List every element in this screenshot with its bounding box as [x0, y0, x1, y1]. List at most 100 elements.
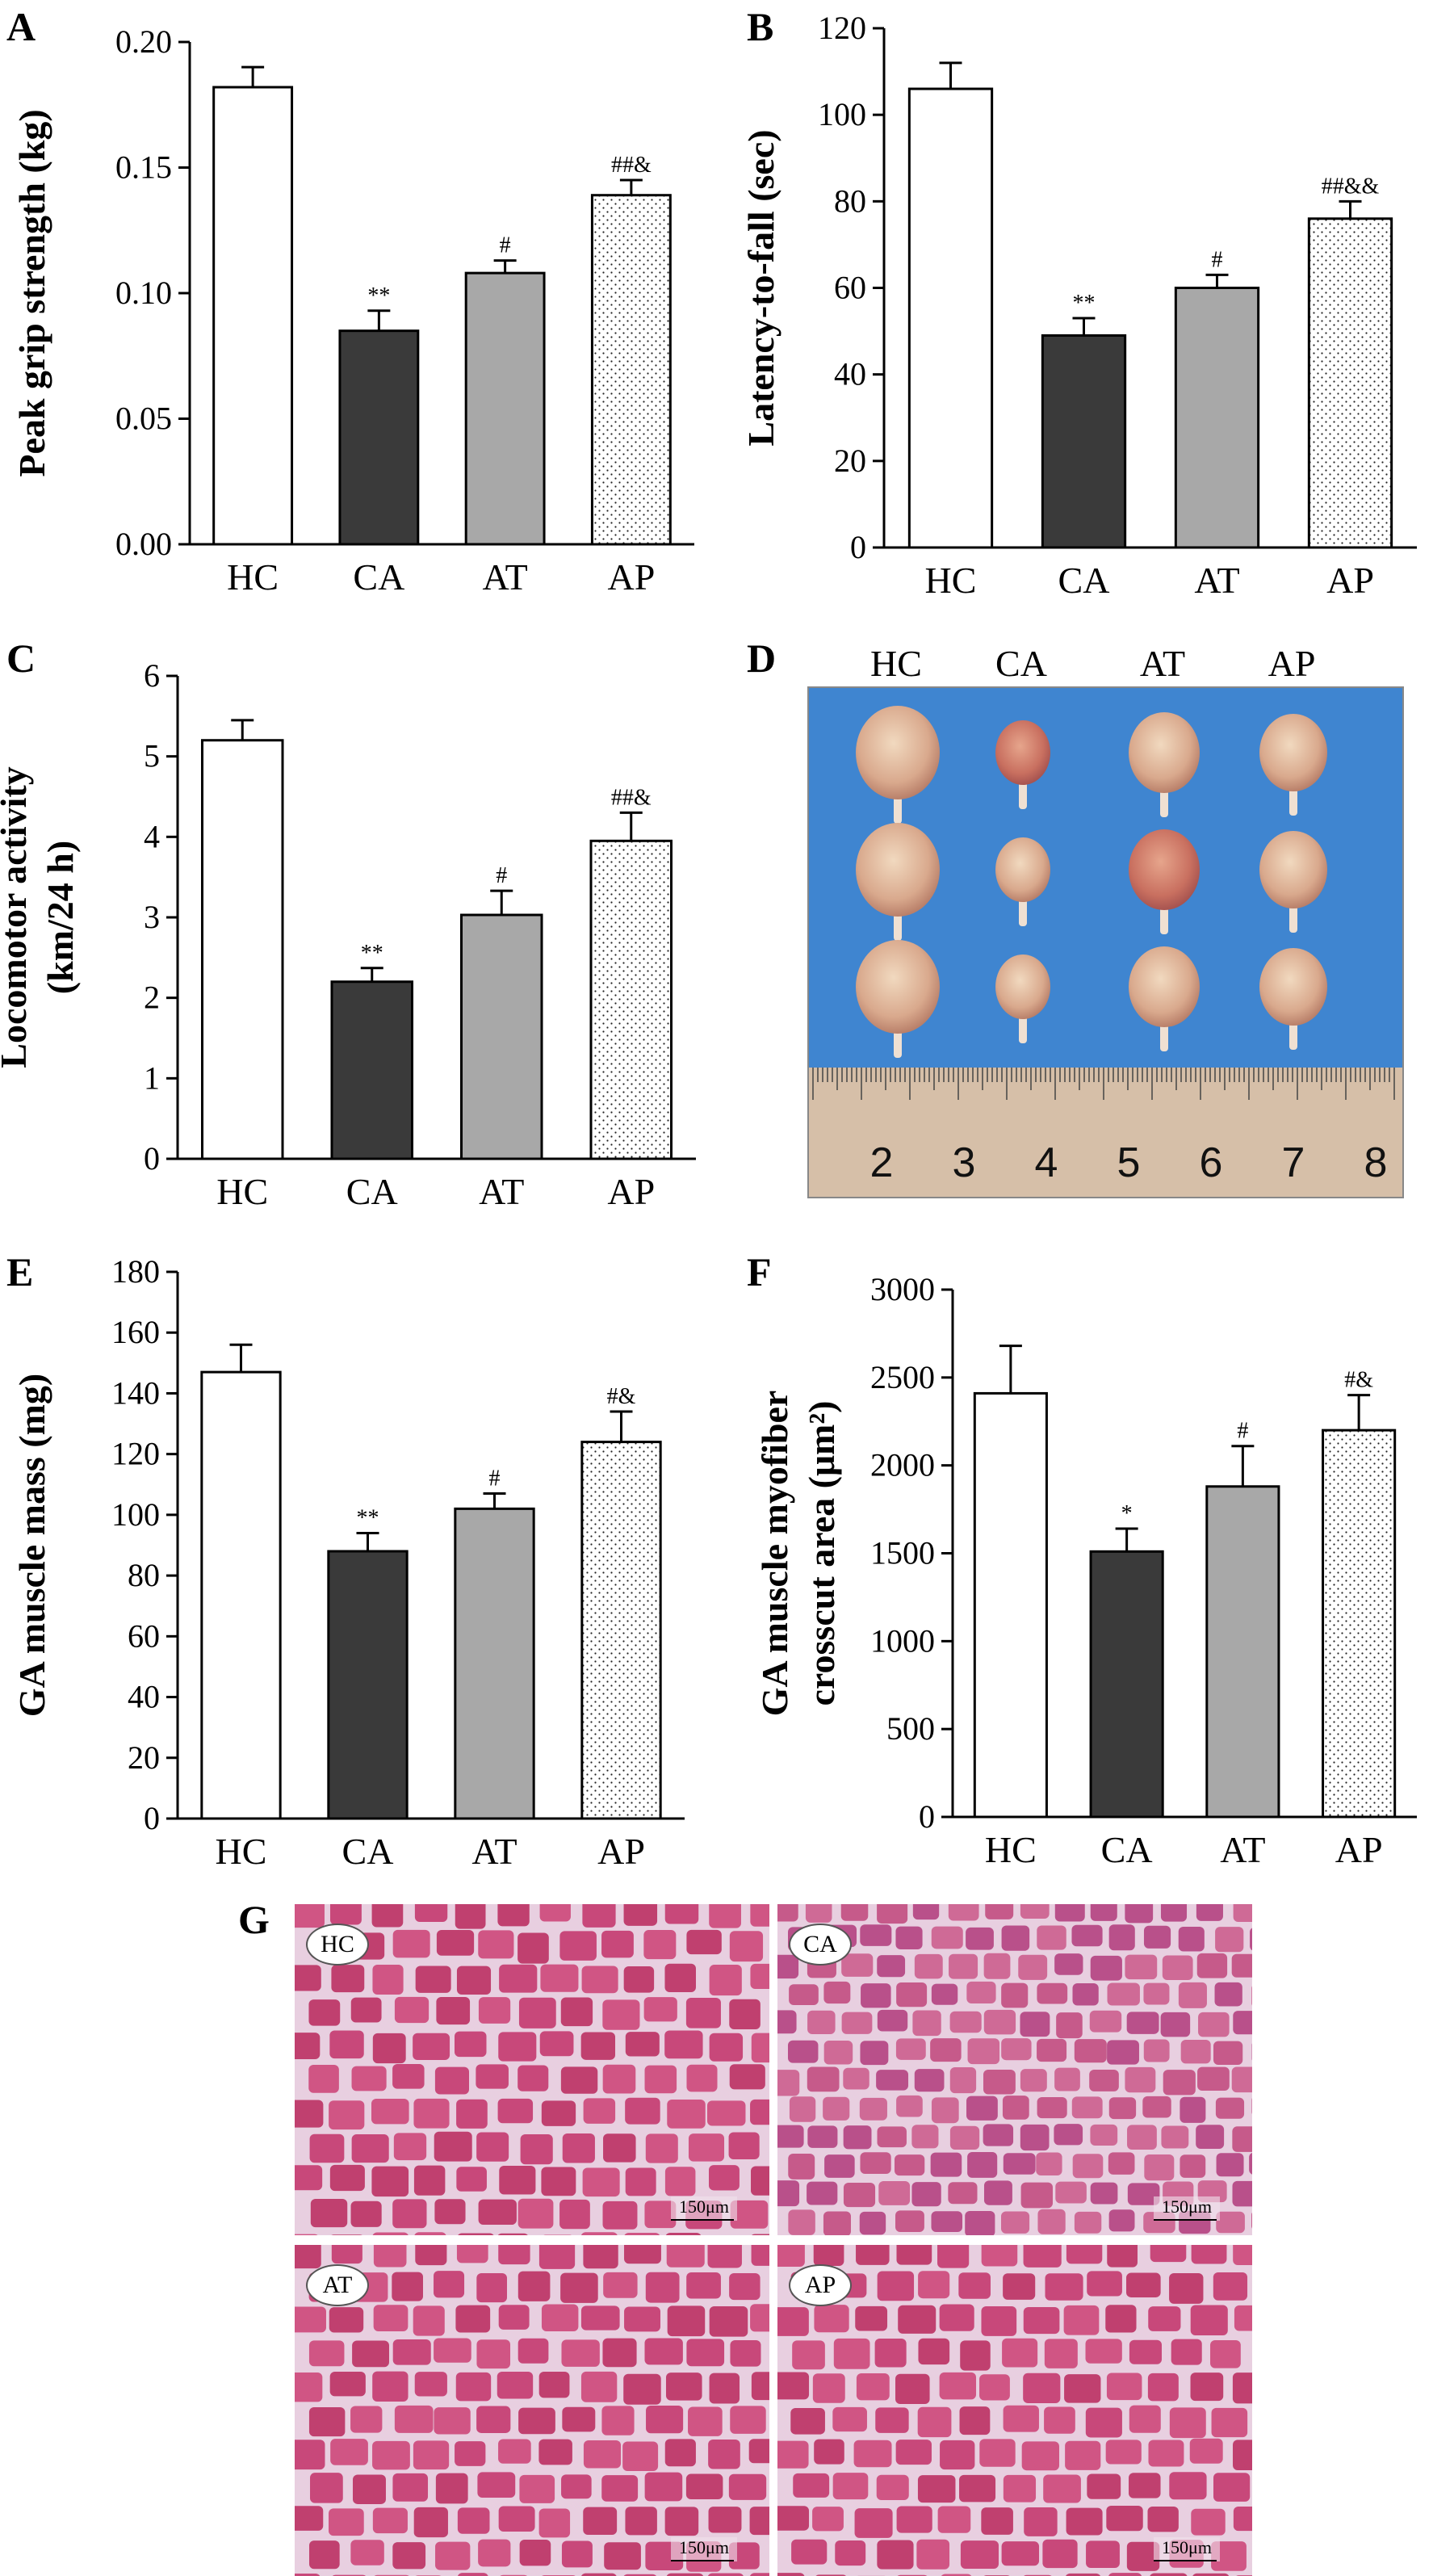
myofiber — [539, 2508, 570, 2537]
myofiber — [877, 2540, 913, 2570]
myofiber — [373, 2033, 406, 2063]
myofiber — [1071, 1925, 1102, 1947]
myofiber — [498, 2245, 530, 2264]
scale-bar-label: 150μm — [679, 2537, 729, 2557]
myofiber — [1233, 2181, 1252, 2207]
myofiber — [895, 2154, 924, 2175]
myofiber — [434, 2407, 470, 2434]
myofiber — [710, 2306, 748, 2337]
myofiber — [1251, 2096, 1252, 2117]
chart-b-ytick-label: 40 — [834, 356, 866, 392]
myofiber — [961, 2540, 999, 2569]
chart-c-ytick-label: 5 — [144, 738, 160, 774]
myofiber — [584, 2098, 615, 2124]
myofiber — [1037, 2097, 1067, 2118]
myofiber — [561, 2339, 599, 2366]
myofiber — [455, 1904, 486, 1929]
myofiber — [912, 2011, 941, 2037]
myofiber — [896, 2038, 926, 2060]
myofiber — [844, 2183, 875, 2207]
myofiber — [895, 1927, 922, 1949]
myofiber — [1148, 2440, 1184, 2466]
chart-c-category-ap: AP — [607, 1171, 655, 1212]
chart-b-category-hc: HC — [925, 560, 977, 601]
myofiber — [1251, 1983, 1252, 2008]
myofiber — [1045, 2339, 1078, 2368]
myofiber — [1125, 1904, 1153, 1923]
myofiber — [788, 2209, 815, 2234]
myofiber — [729, 1999, 761, 2029]
chart-a-significance-ca: ** — [367, 283, 390, 308]
chart-e-category-ca: CA — [342, 1831, 394, 1872]
myofiber — [835, 2540, 865, 2566]
myofiber — [414, 2507, 448, 2537]
myofiber — [497, 1904, 529, 1926]
myofiber — [832, 2407, 867, 2431]
myofiber — [581, 2372, 617, 2402]
myofiber — [1056, 2012, 1083, 2038]
myofiber — [789, 1984, 819, 2005]
myofiber — [1072, 2096, 1103, 2118]
myofiber — [1215, 1982, 1242, 2007]
myofiber — [1020, 1904, 1050, 1919]
myofiber — [1234, 2305, 1252, 2331]
myofiber — [814, 2305, 849, 2332]
myofiber — [788, 2041, 818, 2063]
myofiber — [520, 2540, 551, 2566]
myofiber — [1064, 2374, 1100, 2402]
myofiber — [1163, 2070, 1196, 2095]
myofiber — [1106, 2440, 1142, 2464]
myofiber — [539, 2372, 570, 2398]
myofiber — [499, 1965, 537, 1993]
photo-column-label-at: AT — [1126, 642, 1199, 685]
myofiber — [1109, 2097, 1136, 2119]
myofiber — [777, 1904, 798, 1921]
myofiber — [777, 1955, 798, 1978]
myofiber — [497, 2372, 533, 2399]
myofiber — [601, 1931, 634, 1958]
myofiber — [372, 2441, 410, 2470]
myofiber — [478, 2540, 510, 2567]
myofiber — [455, 2441, 485, 2466]
myofiber — [560, 2273, 598, 2303]
myofiber — [751, 2166, 769, 2195]
myofiber — [626, 2032, 660, 2056]
myofiber — [1003, 2096, 1029, 2120]
myofiber — [1161, 2012, 1191, 2037]
myofiber — [295, 2506, 323, 2531]
myofiber — [1054, 2124, 1083, 2145]
myofiber — [624, 1904, 657, 1926]
myofiber — [457, 1966, 491, 1995]
myofiber — [581, 2305, 620, 2330]
myofiber — [984, 2180, 1012, 2205]
myofiber — [824, 2154, 855, 2178]
myofiber — [686, 2339, 724, 2366]
myofiber — [931, 2153, 962, 2177]
myofiber — [1002, 2339, 1037, 2368]
myofiber — [940, 2440, 974, 2469]
myofiber — [930, 2038, 961, 2062]
myofiber — [981, 2306, 1016, 2336]
myofiber — [1087, 2473, 1121, 2498]
myofiber — [374, 2305, 409, 2331]
myofiber — [1233, 2440, 1252, 2470]
myofiber — [624, 2233, 660, 2235]
chart-f-ytick-label: 2500 — [870, 1359, 935, 1395]
chart-a-ytick-label: 0.00 — [115, 526, 172, 562]
myofiber — [686, 1930, 721, 1954]
myofiber — [665, 1904, 698, 1924]
myofiber — [541, 2167, 576, 2196]
myofiber — [1233, 2373, 1252, 2403]
myofiber — [918, 2271, 949, 2298]
myofiber — [1042, 2540, 1077, 2568]
myofiber — [968, 2038, 1000, 2064]
myofiber — [823, 2097, 849, 2121]
myofiber — [518, 2408, 555, 2435]
myofiber — [559, 1931, 597, 1961]
scale-bar-label: 150μm — [1162, 2196, 1212, 2217]
chart-f-bar-at — [1207, 1487, 1279, 1817]
ruler-number: 2 — [870, 1139, 894, 1186]
myofiber — [949, 1904, 979, 1921]
myofiber — [295, 2033, 320, 2059]
myofiber — [434, 2271, 464, 2297]
